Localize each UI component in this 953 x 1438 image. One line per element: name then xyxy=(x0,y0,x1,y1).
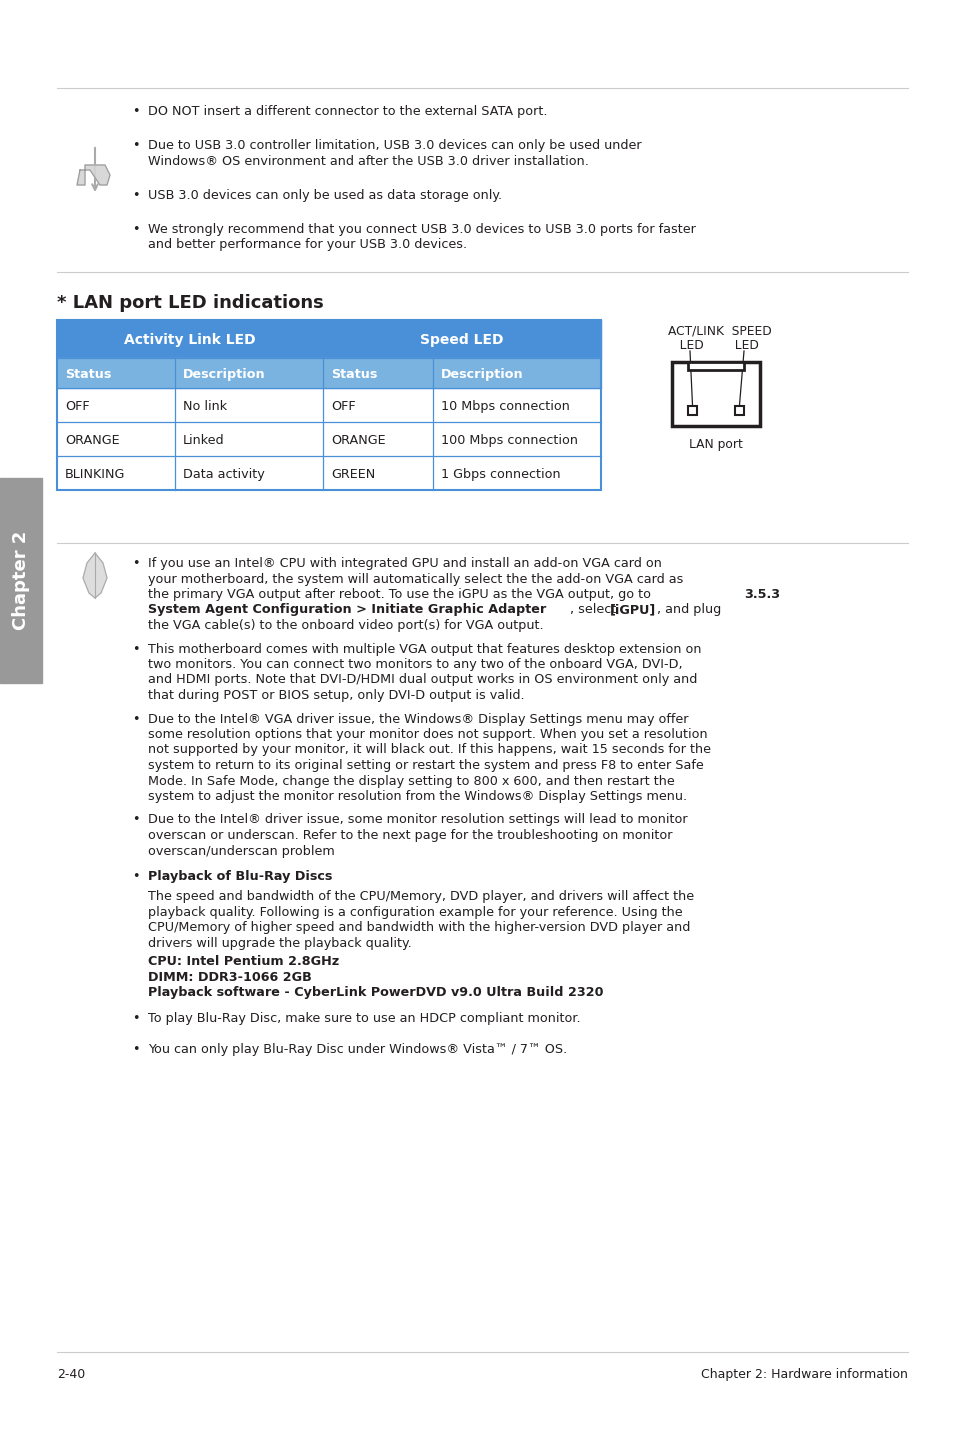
Text: BLINKING: BLINKING xyxy=(65,467,125,480)
Text: , and plug: , and plug xyxy=(657,604,720,617)
Text: two monitors. You can connect two monitors to any two of the onboard VGA, DVI-D,: two monitors. You can connect two monito… xyxy=(148,659,682,672)
Bar xyxy=(671,362,760,426)
Text: Speed LED: Speed LED xyxy=(420,334,503,347)
Text: the VGA cable(s) to the onboard video port(s) for VGA output.: the VGA cable(s) to the onboard video po… xyxy=(148,618,543,631)
Bar xyxy=(57,421,600,456)
Text: CPU: Intel Pentium 2.8GHz: CPU: Intel Pentium 2.8GHz xyxy=(148,955,339,968)
Text: Status: Status xyxy=(331,368,377,381)
Text: Due to the Intel® driver issue, some monitor resolution settings will lead to mo: Due to the Intel® driver issue, some mon… xyxy=(148,814,687,827)
Text: If you use an Intel® CPU with integrated GPU and install an add-on VGA card on: If you use an Intel® CPU with integrated… xyxy=(148,557,661,569)
Bar xyxy=(323,358,433,388)
Text: Chapter 2: Hardware information: Chapter 2: Hardware information xyxy=(700,1368,907,1380)
Bar xyxy=(57,321,323,358)
Text: playback quality. Following is a configuration example for your reference. Using: playback quality. Following is a configu… xyxy=(148,906,682,919)
Text: some resolution options that your monitor does not support. When you set a resol: some resolution options that your monito… xyxy=(148,728,707,741)
Text: Playback of Blu-Ray Discs: Playback of Blu-Ray Discs xyxy=(148,870,332,883)
Text: ORANGE: ORANGE xyxy=(65,434,119,447)
Text: OFF: OFF xyxy=(331,400,355,413)
Polygon shape xyxy=(77,165,110,186)
Bar xyxy=(0,477,42,683)
Text: DO NOT insert a different connector to the external SATA port.: DO NOT insert a different connector to t… xyxy=(148,105,547,118)
Bar xyxy=(57,321,600,490)
Text: 10 Mbps connection: 10 Mbps connection xyxy=(440,400,569,413)
Text: •: • xyxy=(132,188,139,201)
Text: Due to USB 3.0 controller limitation, USB 3.0 devices can only be used under: Due to USB 3.0 controller limitation, US… xyxy=(148,139,641,152)
Text: * LAN port LED indications: * LAN port LED indications xyxy=(57,293,323,312)
Text: •: • xyxy=(132,1043,139,1055)
Text: CPU/Memory of higher speed and bandwidth with the higher-version DVD player and: CPU/Memory of higher speed and bandwidth… xyxy=(148,922,690,935)
Text: and better performance for your USB 3.0 devices.: and better performance for your USB 3.0 … xyxy=(148,239,467,252)
Text: ACT/LINK  SPEED: ACT/LINK SPEED xyxy=(667,325,771,338)
Text: 2-40: 2-40 xyxy=(57,1368,85,1380)
Text: 1 Gbps connection: 1 Gbps connection xyxy=(440,467,560,480)
Text: your motherboard, the system will automatically select the the add-on VGA card a: your motherboard, the system will automa… xyxy=(148,572,682,585)
Text: •: • xyxy=(132,105,139,118)
Text: LAN port: LAN port xyxy=(688,439,742,452)
Text: 100 Mbps connection: 100 Mbps connection xyxy=(440,434,578,447)
Text: DIMM: DDR3-1066 2GB: DIMM: DDR3-1066 2GB xyxy=(148,971,312,984)
Text: Description: Description xyxy=(440,368,523,381)
Bar xyxy=(687,362,743,370)
Text: overscan/underscan problem: overscan/underscan problem xyxy=(148,844,335,857)
Text: OFF: OFF xyxy=(65,400,90,413)
Bar xyxy=(687,406,697,416)
Bar xyxy=(57,388,600,421)
Text: , select: , select xyxy=(569,604,619,617)
Text: Mode. In Safe Mode, change the display setting to 800 x 600, and then restart th: Mode. In Safe Mode, change the display s… xyxy=(148,775,674,788)
Text: •: • xyxy=(132,139,139,152)
Text: GREEN: GREEN xyxy=(331,467,375,480)
Bar xyxy=(174,358,323,388)
Bar xyxy=(57,358,174,388)
Text: •: • xyxy=(132,814,139,827)
Text: The speed and bandwidth of the CPU/Memory, DVD player, and drivers will affect t: The speed and bandwidth of the CPU/Memor… xyxy=(148,890,694,903)
Text: Playback software - CyberLink PowerDVD v9.0 Ultra Build 2320: Playback software - CyberLink PowerDVD v… xyxy=(148,986,603,999)
Text: •: • xyxy=(132,223,139,236)
Text: No link: No link xyxy=(183,400,227,413)
Text: •: • xyxy=(132,870,139,883)
Text: Activity Link LED: Activity Link LED xyxy=(124,334,255,347)
Text: This motherboard comes with multiple VGA output that features desktop extension : This motherboard comes with multiple VGA… xyxy=(148,643,700,656)
Text: Status: Status xyxy=(65,368,112,381)
Text: 3.5.3: 3.5.3 xyxy=(743,588,780,601)
Text: that during POST or BIOS setup, only DVI-D output is valid.: that during POST or BIOS setup, only DVI… xyxy=(148,689,524,702)
Text: •: • xyxy=(132,557,139,569)
Text: [iGPU]: [iGPU] xyxy=(609,604,656,617)
Bar xyxy=(323,321,600,358)
Text: Description: Description xyxy=(183,368,265,381)
Text: Due to the Intel® VGA driver issue, the Windows® Display Settings menu may offer: Due to the Intel® VGA driver issue, the … xyxy=(148,712,688,726)
Text: You can only play Blu-Ray Disc under Windows® Vista™ / 7™ OS.: You can only play Blu-Ray Disc under Win… xyxy=(148,1043,567,1055)
Text: drivers will upgrade the playback quality.: drivers will upgrade the playback qualit… xyxy=(148,936,412,949)
Text: System Agent Configuration > Initiate Graphic Adapter: System Agent Configuration > Initiate Gr… xyxy=(148,604,546,617)
Text: Data activity: Data activity xyxy=(183,467,265,480)
Text: Windows® OS environment and after the USB 3.0 driver installation.: Windows® OS environment and after the US… xyxy=(148,155,588,168)
Text: USB 3.0 devices can only be used as data storage only.: USB 3.0 devices can only be used as data… xyxy=(148,188,501,201)
Text: •: • xyxy=(132,643,139,656)
Text: •: • xyxy=(132,1012,139,1025)
Polygon shape xyxy=(83,554,107,598)
Text: To play Blu-Ray Disc, make sure to use an HDCP compliant monitor.: To play Blu-Ray Disc, make sure to use a… xyxy=(148,1012,580,1025)
Text: ORANGE: ORANGE xyxy=(331,434,385,447)
Text: the primary VGA output after reboot. To use the iGPU as the VGA output, go to: the primary VGA output after reboot. To … xyxy=(148,588,655,601)
Text: and HDMI ports. Note that DVI-D/HDMI dual output works in OS environment only an: and HDMI ports. Note that DVI-D/HDMI dua… xyxy=(148,673,697,686)
Text: Linked: Linked xyxy=(183,434,224,447)
Text: We strongly recommend that you connect USB 3.0 devices to USB 3.0 ports for fast: We strongly recommend that you connect U… xyxy=(148,223,695,236)
Bar xyxy=(734,406,743,416)
Text: not supported by your monitor, it will black out. If this happens, wait 15 secon: not supported by your monitor, it will b… xyxy=(148,743,710,756)
Text: system to return to its original setting or restart the system and press F8 to e: system to return to its original setting… xyxy=(148,759,703,772)
Text: system to adjust the monitor resolution from the Windows® Display Settings menu.: system to adjust the monitor resolution … xyxy=(148,789,686,802)
Text: LED        LED: LED LED xyxy=(667,339,758,352)
Bar xyxy=(57,456,600,490)
Text: overscan or underscan. Refer to the next page for the troubleshooting on monitor: overscan or underscan. Refer to the next… xyxy=(148,828,672,843)
Bar xyxy=(433,358,600,388)
Text: Chapter 2: Chapter 2 xyxy=(12,531,30,630)
Text: •: • xyxy=(132,712,139,726)
